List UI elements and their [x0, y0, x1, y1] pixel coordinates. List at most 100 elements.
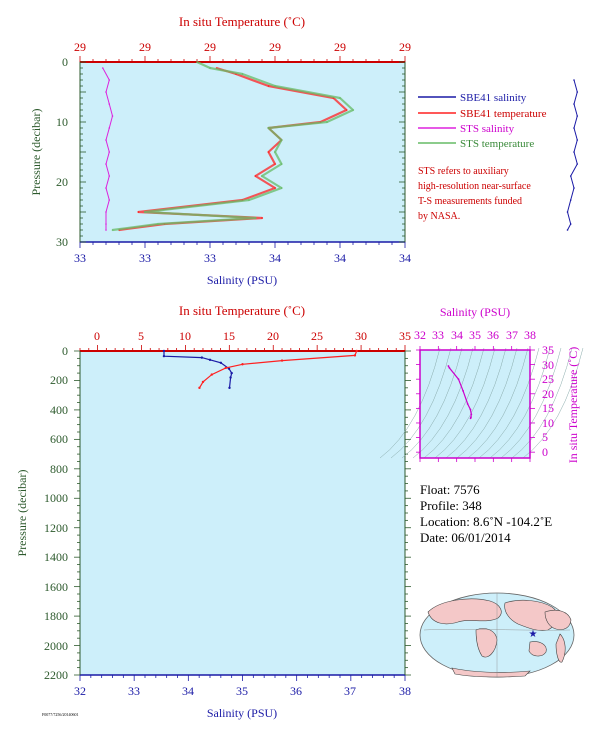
top-temperature-axis-label: In situ Temperature (˚C) — [179, 14, 305, 29]
top-data-point — [105, 229, 107, 231]
top-plot-area — [80, 62, 405, 242]
note-line: STS refers to auxiliary — [418, 166, 509, 177]
bottom-sal-tick: 32 — [74, 684, 86, 698]
bottom-data-point — [355, 349, 358, 353]
top-pressure-axis-label: Pressure (decibar) — [29, 109, 43, 196]
inset-data-point — [448, 366, 451, 369]
bottom-temperature-tick-labels: 0 5 10 15 20 25 30 35 — [94, 329, 411, 343]
density-contour-line — [434, 347, 496, 459]
top-data-point — [274, 85, 276, 87]
inset-data-point — [447, 365, 450, 367]
inset-sal-tick: 36 — [487, 328, 499, 342]
top-data-point — [111, 229, 114, 231]
top-data-point — [576, 163, 579, 165]
bottom-pres-tick: 2000 — [44, 639, 68, 653]
top-data-point — [137, 211, 140, 213]
density-contour-line — [522, 347, 584, 459]
legend-sbe-temperature: SBE41 temperature — [460, 108, 547, 120]
top-data-point — [111, 115, 114, 117]
top-pres-tick: 10 — [56, 115, 68, 129]
top-pres-tick: 0 — [62, 55, 68, 69]
top-pres-tick: 20 — [56, 175, 68, 189]
note-line: by NASA. — [418, 211, 460, 222]
bottom-data-point — [198, 386, 201, 390]
top-panel: In situ Temperature (˚C) Salinity (PSU) … — [29, 14, 579, 287]
inset-temp-tick: 15 — [542, 401, 554, 415]
top-sal-tick: 33 — [139, 251, 151, 265]
top-data-point — [569, 223, 572, 225]
bottom-data-point — [210, 373, 213, 376]
top-series-group — [101, 61, 579, 232]
inset-sal-tick: 34 — [451, 328, 463, 342]
bottom-series-group — [162, 349, 358, 390]
top-data-point — [209, 67, 211, 69]
top-data-point — [108, 199, 111, 201]
bottom-temp-tick: 15 — [223, 329, 235, 343]
top-data-point — [267, 127, 270, 129]
sts-note: STS refers to auxiliary high-resolution … — [418, 166, 531, 222]
density-contour-line — [379, 347, 441, 459]
top-data-point — [108, 127, 111, 129]
bottom-salinity-axis-label: Salinity (PSU) — [207, 706, 277, 720]
inset-data-point — [469, 408, 472, 411]
top-data-point — [254, 175, 257, 177]
inset-temp-tick: 0 — [542, 445, 548, 459]
top-data-point — [105, 139, 107, 141]
bottom-sal-tick: 36 — [290, 684, 302, 698]
top-temperature-tick-labels: 29 29 29 29 29 29 — [74, 40, 411, 54]
bottom-pres-tick: 2200 — [44, 668, 68, 682]
bottom-temp-tick: 25 — [311, 329, 323, 343]
profile-number: Profile: 348 — [420, 498, 482, 513]
bottom-data-point — [228, 386, 231, 390]
inset-density-contours — [379, 347, 584, 459]
top-data-point — [157, 223, 159, 225]
world-map: ★ — [419, 592, 575, 678]
top-data-point — [566, 211, 569, 213]
inset-sal-tick: 38 — [524, 328, 536, 342]
top-data-point — [576, 91, 579, 93]
footer-code: F0077/7256/20140601 — [42, 712, 78, 717]
top-data-point — [573, 151, 575, 153]
top-data-point — [105, 187, 107, 189]
top-sal-tick: 33 — [74, 251, 86, 265]
inset-temperature-axis-label: In situ Temperature (˚C) — [566, 347, 580, 464]
bottom-data-point — [201, 380, 205, 384]
top-data-point — [261, 175, 263, 177]
density-contour-line — [412, 347, 474, 459]
ts-inset: Salinity (PSU) In situ Temperature (˚C) … — [379, 305, 584, 464]
top-data-point — [569, 199, 572, 201]
density-contour-line — [401, 347, 463, 459]
top-data-point — [196, 61, 198, 63]
legend-sts-salinity: STS salinity — [460, 123, 515, 135]
inset-salinity-axis-label: Salinity (PSU) — [440, 305, 510, 319]
bottom-pressure-axis-label: Pressure (decibar) — [15, 470, 29, 557]
location: Location: 8.6˚N -104.2˚E — [420, 514, 552, 529]
top-data-point — [267, 151, 270, 153]
top-temp-tick: 29 — [334, 40, 346, 54]
bottom-data-point — [353, 354, 357, 357]
top-pres-tick: 30 — [56, 235, 68, 249]
bottom-pres-tick: 800 — [50, 462, 68, 476]
top-data-point — [274, 151, 276, 153]
top-data-point — [261, 217, 263, 219]
density-contour-line — [467, 347, 529, 459]
bottom-temp-tick: 30 — [355, 329, 367, 343]
density-contour-line — [500, 347, 562, 459]
float-location-marker-icon: ★ — [529, 629, 538, 640]
inset-data-point — [462, 389, 464, 392]
top-data-point — [573, 127, 575, 129]
top-data-point — [248, 199, 250, 201]
top-data-point — [108, 103, 111, 105]
inset-data-point — [470, 413, 473, 416]
top-series-sbe41-salinity — [567, 79, 578, 231]
top-sal-tick: 34 — [399, 251, 411, 265]
top-data-point — [105, 163, 107, 165]
top-temp-tick: 29 — [269, 40, 281, 54]
bottom-pres-tick: 1200 — [44, 521, 68, 535]
top-data-point — [144, 211, 146, 213]
bottom-series-sbe41-temperature — [198, 350, 358, 389]
top-data-point — [274, 187, 276, 189]
continents — [427, 598, 572, 678]
top-data-point — [569, 175, 572, 177]
